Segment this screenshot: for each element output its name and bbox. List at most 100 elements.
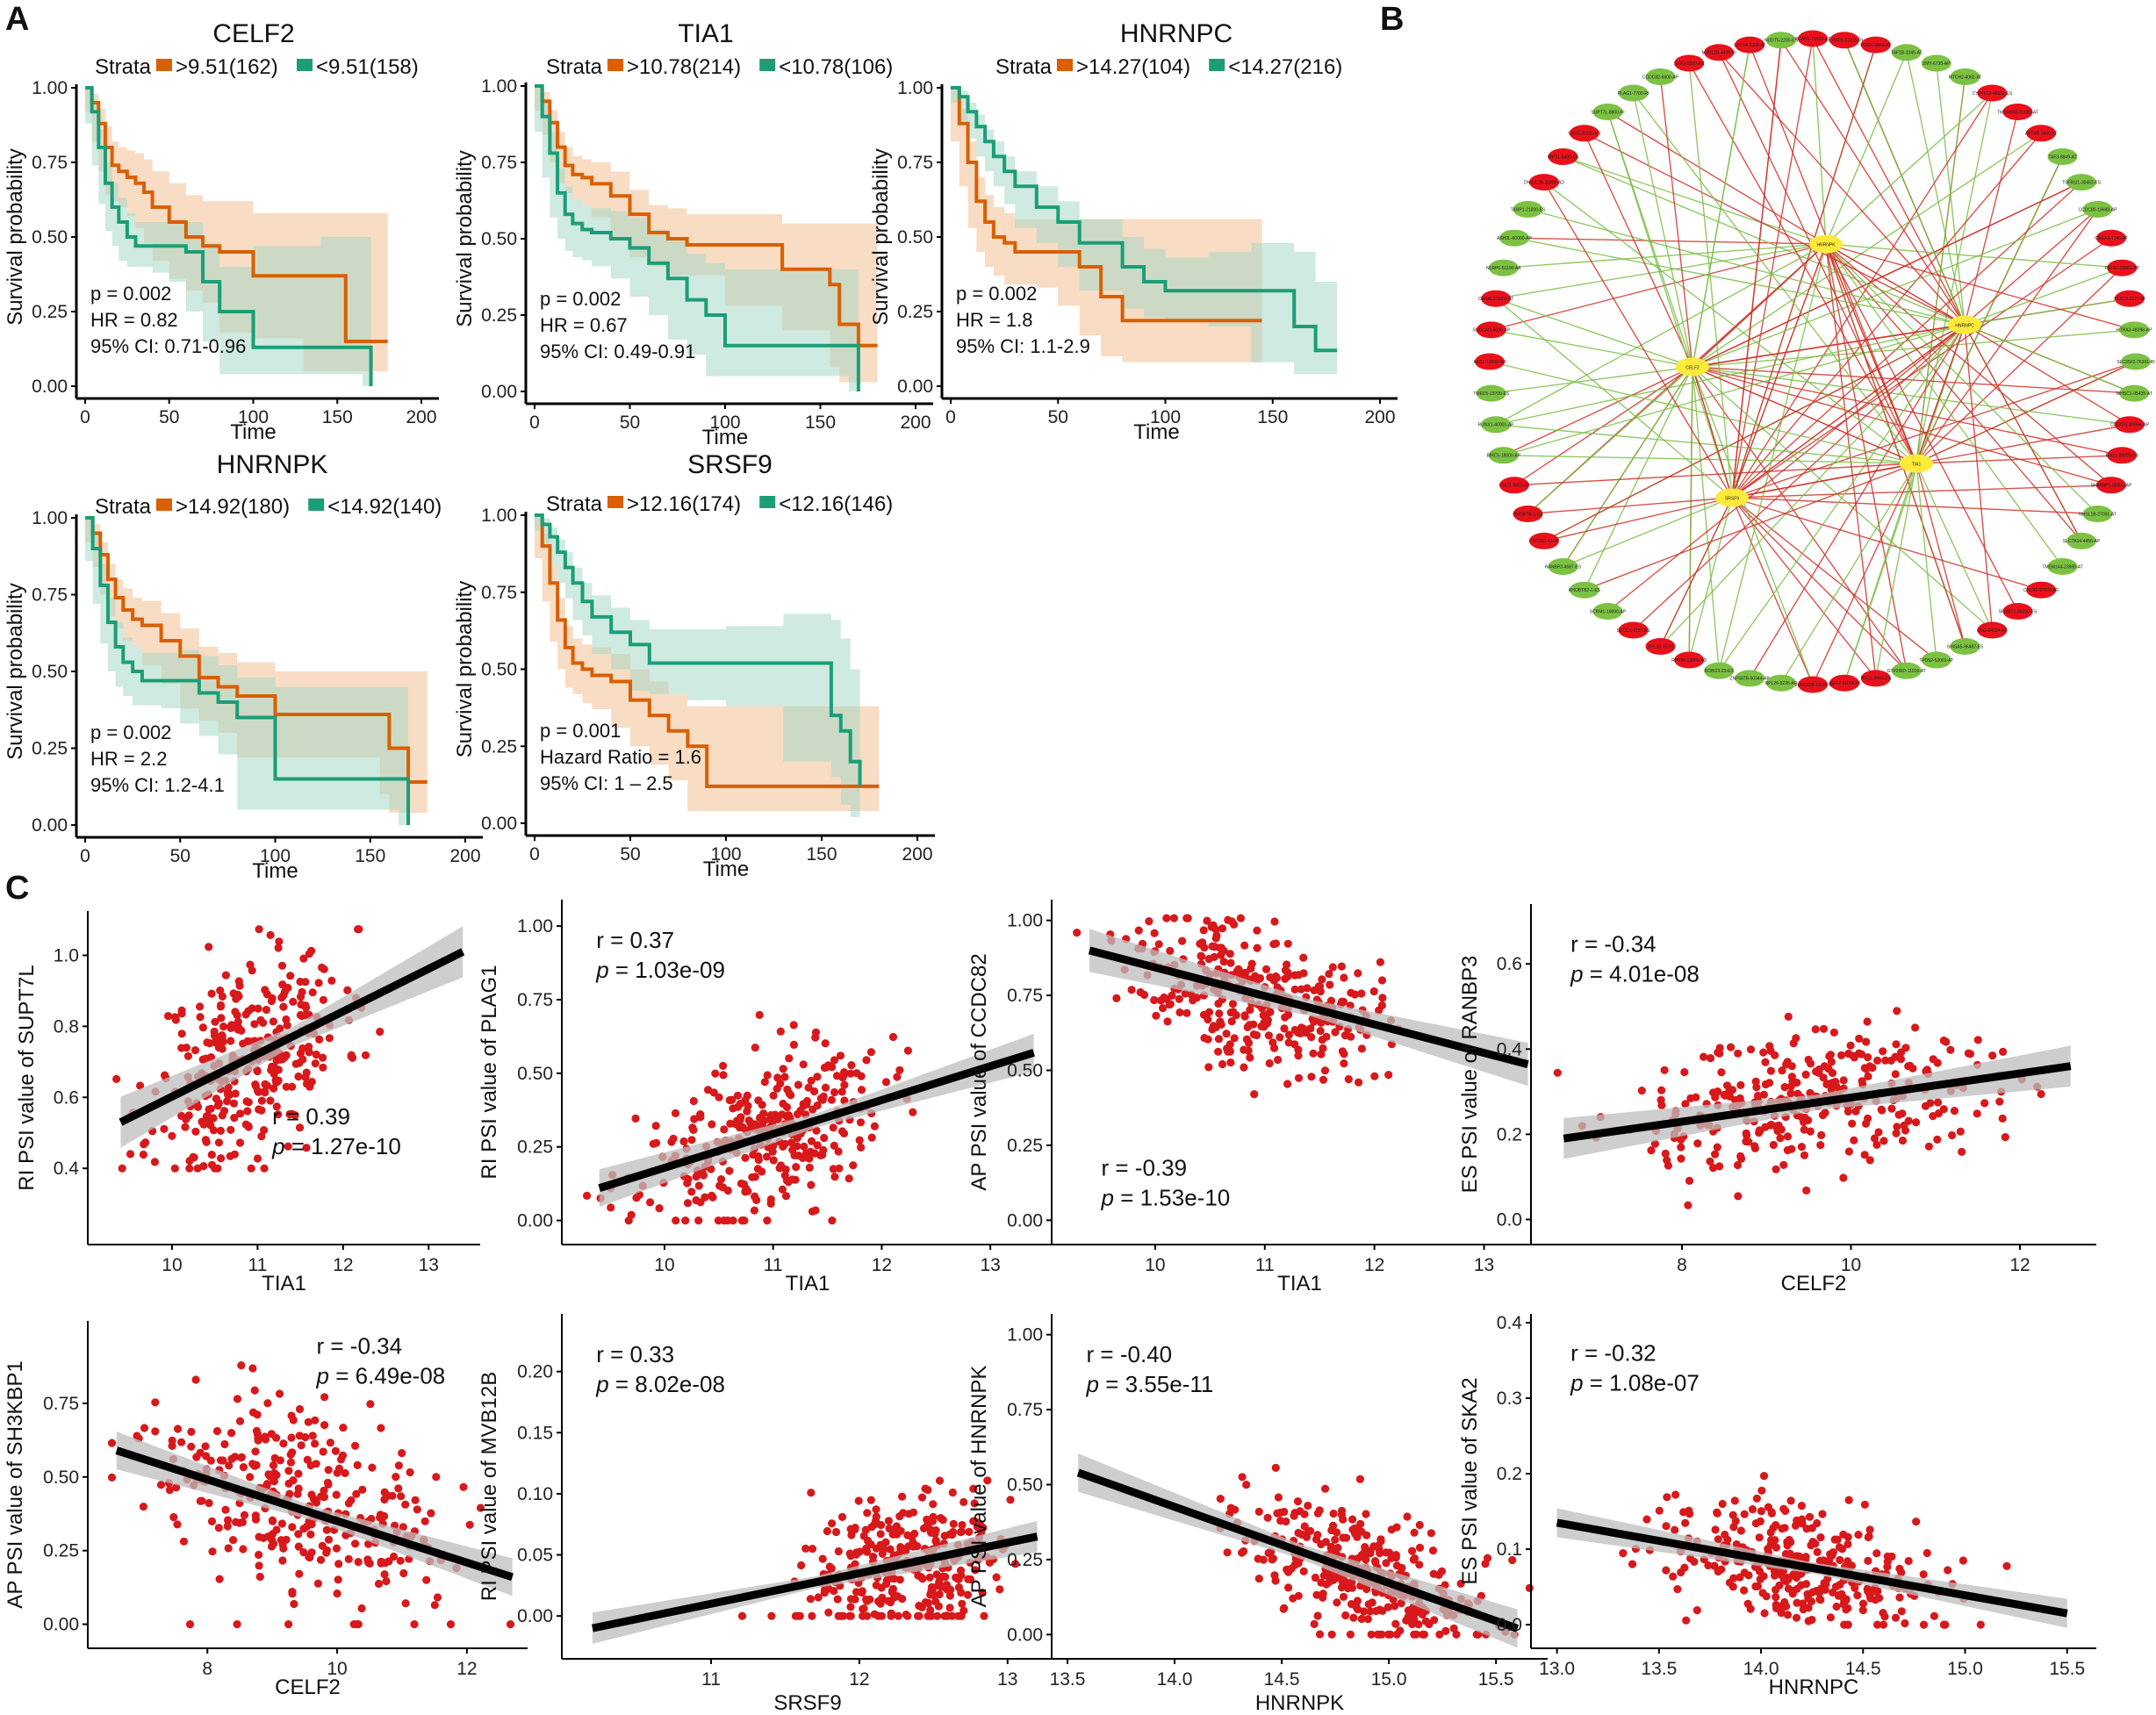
data-point [1733, 1160, 1743, 1170]
network-node-label: CHD1-9901-AT [1499, 484, 1529, 489]
data-point [255, 1561, 263, 1570]
data-point [1686, 1094, 1695, 1102]
data-point [929, 1500, 938, 1509]
data-point [1881, 1056, 1890, 1065]
data-point [736, 1123, 744, 1132]
data-point [1779, 1160, 1788, 1169]
data-point [1246, 1053, 1254, 1062]
data-point [696, 1110, 705, 1119]
data-point [288, 1109, 297, 1118]
y-tick-label: 0.50 [32, 227, 68, 248]
correlation-p: p = 1.53e-10 [1101, 1184, 1231, 1210]
data-point [849, 1161, 858, 1170]
data-point [1197, 951, 1205, 960]
data-point [1766, 1066, 1775, 1075]
data-point [1748, 1505, 1757, 1514]
data-point [830, 1173, 839, 1181]
data-point [303, 1455, 312, 1464]
data-point [894, 1611, 902, 1620]
data-point [1364, 1600, 1373, 1609]
network-edge [1489, 361, 1917, 464]
data-point [1452, 1630, 1461, 1639]
data-point [185, 1620, 195, 1629]
data-point [349, 1620, 358, 1629]
data-point [284, 1479, 293, 1488]
data-point [1771, 1051, 1779, 1059]
data-point [1767, 1120, 1776, 1130]
data-point [1339, 1533, 1348, 1542]
data-point [689, 1096, 698, 1106]
data-point [1759, 1472, 1769, 1481]
data-point [1326, 1544, 1335, 1553]
network-node [1798, 30, 1828, 47]
x-tick-label: 13.5 [1050, 1669, 1086, 1690]
data-point [218, 1032, 226, 1041]
y-tick-label: 0.15 [517, 1423, 553, 1443]
data-point [1706, 1054, 1715, 1063]
y-tick-label: 0.00 [32, 815, 68, 836]
x-tick-label: 50 [620, 413, 640, 433]
y-tick-label: 0.00 [517, 1211, 553, 1231]
data-point [207, 989, 216, 998]
network-edge [1543, 324, 1966, 542]
data-point [751, 1192, 759, 1201]
data-point [118, 1164, 126, 1173]
data-point [1740, 1510, 1749, 1518]
data-point [1827, 1552, 1836, 1561]
data-point [1818, 1510, 1827, 1518]
network-edge [1688, 497, 1733, 661]
x-tick-label: 15.5 [1478, 1669, 1514, 1690]
data-point [266, 1096, 275, 1105]
data-point [1228, 1000, 1238, 1008]
data-point [1865, 1532, 1873, 1541]
data-point [956, 1528, 965, 1537]
network-edge [1607, 324, 1966, 613]
x-tick-label: 0 [945, 407, 956, 427]
data-point [1778, 1525, 1786, 1533]
network-node-label: CBX5-30100-ES [1568, 132, 1601, 137]
network-node-label: SDCCAG-5000-AP [1473, 328, 1511, 334]
data-point [1816, 1596, 1825, 1604]
data-point [207, 1151, 216, 1159]
stat-line-2: 95% CI: 1.2-4.1 [90, 774, 225, 796]
network-node-label: BIRC5-18000-AP [1486, 454, 1520, 459]
data-point [226, 1125, 235, 1134]
data-point [1150, 995, 1159, 1005]
data-point [867, 1133, 876, 1142]
y-tick-label: 0.50 [481, 660, 517, 680]
correlation-r: r = 0.33 [596, 1341, 674, 1367]
data-point [798, 1153, 808, 1162]
stat-line-2: 95% CI: 0.71-0.96 [90, 335, 246, 357]
data-point [1743, 1130, 1751, 1139]
data-point [239, 1463, 248, 1472]
data-point [319, 1063, 327, 1072]
data-point [1290, 1511, 1298, 1520]
data-point [796, 1106, 805, 1116]
data-point [923, 1485, 932, 1495]
data-point [300, 1010, 309, 1020]
legend-label-low: <14.92(140) [327, 495, 442, 519]
data-point [1671, 1525, 1679, 1534]
data-point [1858, 1077, 1866, 1086]
network-edge [1749, 44, 1917, 464]
data-point [263, 1532, 272, 1541]
data-point [784, 1178, 793, 1187]
data-point [1127, 986, 1136, 994]
y-tick-label: 0.05 [517, 1546, 553, 1566]
network-edge [1875, 463, 1917, 679]
data-point [1159, 1004, 1168, 1013]
data-point [913, 1542, 922, 1551]
stat-line-2: 95% CI: 1 – 2.5 [540, 772, 673, 794]
network-node [1499, 477, 1529, 494]
p-symbol: p [595, 1371, 608, 1397]
x-tick-label: 14.5 [1845, 1659, 1881, 1679]
data-point [1844, 1147, 1853, 1156]
data-point [904, 1542, 913, 1551]
network-node-label: POGK-8883-AT [1860, 43, 1891, 48]
data-point [318, 963, 327, 972]
data-point [1811, 1025, 1820, 1034]
network-node [1488, 447, 1519, 464]
data-point [923, 1521, 932, 1530]
data-point [313, 1579, 322, 1588]
data-point [667, 1137, 676, 1146]
